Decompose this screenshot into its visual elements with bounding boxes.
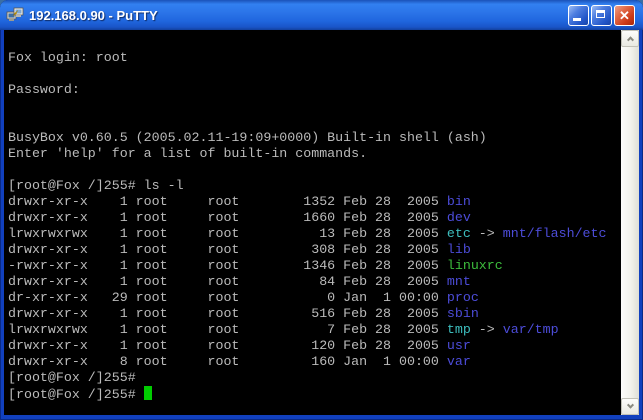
minimize-icon	[573, 17, 581, 21]
scroll-up-button[interactable]	[621, 30, 639, 47]
close-button[interactable]: ✕	[614, 4, 635, 26]
terminal-line	[8, 98, 621, 114]
chevron-down-icon	[626, 401, 634, 409]
minimize-button[interactable]	[568, 4, 589, 26]
terminal-line: drwxr-xr-x 8 root root 160 Jan 1 00:00 v…	[8, 354, 471, 369]
terminal-line: drwxr-xr-x 1 root root 120 Feb 28 2005 u…	[8, 338, 471, 353]
maximize-button[interactable]	[591, 4, 612, 26]
terminal-client-area: Fox login: root Password: BusyBox v0.60.…	[4, 30, 639, 415]
close-icon: ✕	[619, 7, 630, 23]
terminal-text: Fox login: root Password: BusyBox v0.60.…	[8, 34, 621, 402]
terminal-line: -rwxr-xr-x 1 root root 1346 Feb 28 2005 …	[8, 258, 503, 273]
terminal-line: Fox login: root	[8, 50, 128, 65]
terminal-line: BusyBox v0.60.5 (2005.02.11-19:09+0000) …	[8, 130, 487, 145]
terminal-cursor	[143, 386, 152, 400]
terminal-line: dr-xr-xr-x 29 root root 0 Jan 1 00:00 pr…	[8, 290, 479, 305]
terminal-line: [root@Fox /]255#	[8, 370, 136, 385]
terminal-line: drwxr-xr-x 1 root root 1660 Feb 28 2005 …	[8, 210, 471, 225]
window-title: 192.168.0.90 - PuTTY	[29, 7, 158, 23]
terminal-line: drwxr-xr-x 1 root root 84 Feb 28 2005 mn…	[8, 274, 471, 289]
terminal-line: [root@Fox /]255# ls -l	[8, 178, 184, 193]
scrollbar[interactable]	[621, 30, 639, 415]
terminal-line: Password:	[8, 82, 80, 97]
terminal-line: drwxr-xr-x 1 root root 308 Feb 28 2005 l…	[8, 242, 471, 257]
terminal-line: lrwxrwxrwx 1 root root 7 Feb 28 2005 tmp…	[8, 322, 559, 337]
terminal-line	[8, 66, 621, 82]
putty-icon[interactable]	[6, 7, 24, 23]
terminal-screen[interactable]: Fox login: root Password: BusyBox v0.60.…	[4, 30, 621, 415]
terminal-line	[8, 34, 621, 50]
terminal-line: Enter 'help' for a list of built-in comm…	[8, 146, 368, 161]
scrollbar-track[interactable]	[621, 47, 639, 398]
terminal-line: drwxr-xr-x 1 root root 516 Feb 28 2005 s…	[8, 306, 479, 321]
window-controls: ✕	[568, 4, 635, 26]
title-bar[interactable]: 192.168.0.90 - PuTTY ✕	[0, 0, 643, 30]
chevron-up-icon	[626, 36, 634, 44]
scroll-down-button[interactable]	[621, 398, 639, 415]
terminal-line: lrwxrwxrwx 1 root root 13 Feb 28 2005 et…	[8, 226, 607, 241]
maximize-icon	[596, 9, 605, 18]
terminal-line	[8, 162, 621, 178]
terminal-line: [root@Fox /]255#	[8, 386, 621, 402]
terminal-line	[8, 114, 621, 130]
terminal-line: drwxr-xr-x 1 root root 1352 Feb 28 2005 …	[8, 194, 471, 209]
